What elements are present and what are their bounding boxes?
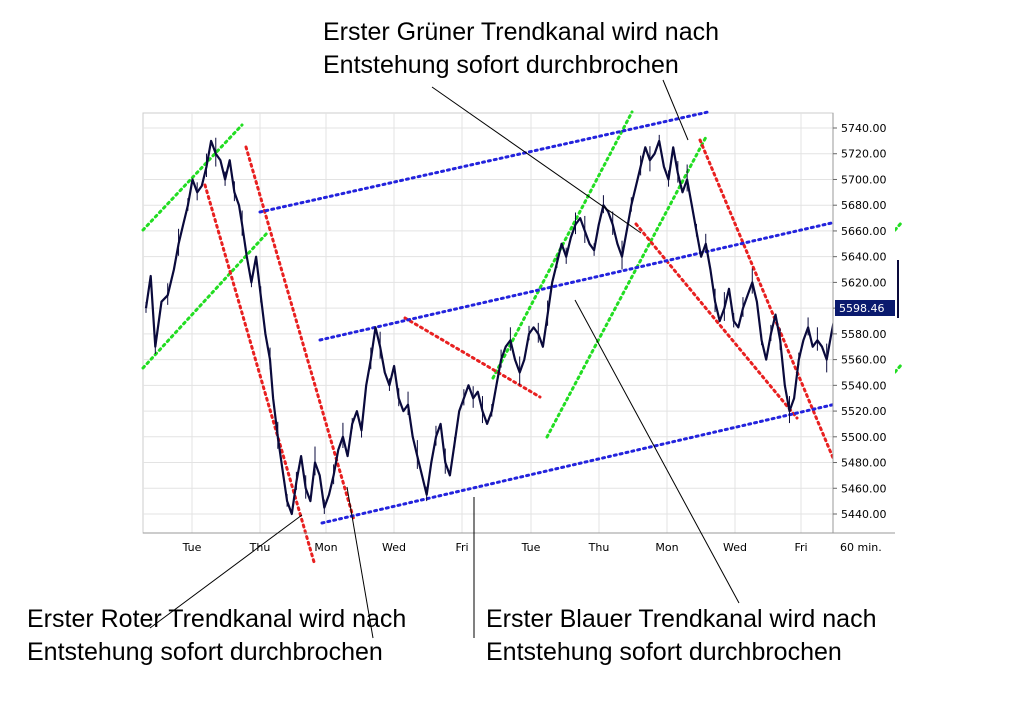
x-tick-label: Fri: [455, 541, 468, 554]
green-channel-annotation: Erster Grüner Trendkanal wird nach Entst…: [323, 16, 719, 82]
red-channel-annotation: Erster Roter Trendkanal wird nach Entste…: [27, 603, 406, 669]
y-tick-label: 5680.00: [841, 199, 887, 212]
x-tick-label: Fri: [794, 541, 807, 554]
blue-annotation-arrow: [574, 299, 740, 604]
red-channel-line: [698, 138, 838, 467]
red-annotation-arrow: [346, 486, 374, 639]
blue-channel-line: [320, 402, 838, 525]
annotation-arrows: [149, 79, 740, 639]
red-annotation-line-1: Erster Roter Trendkanal wird nach: [27, 605, 407, 633]
x-tick-label: Mon: [314, 541, 337, 554]
y-tick-label: 5620.00: [841, 276, 887, 289]
red-channel-line: [634, 222, 799, 420]
y-tick-label: 5740.00: [841, 122, 887, 135]
green-annotation-arrow: [431, 86, 642, 234]
green-channel-line: [893, 362, 904, 374]
plot-area: [142, 112, 834, 534]
blue-channel-annotation: Erster Blauer Trendkanal wird nach Entst…: [486, 603, 876, 669]
x-tick-label: Mon: [655, 541, 678, 554]
green-annotation-line-2: Entstehung sofort durchbrochen: [323, 51, 679, 79]
y-tick-label: 5520.00: [841, 405, 887, 418]
last-price-label: 5598.46: [839, 302, 885, 315]
blue-channel-line: [318, 220, 838, 342]
blue-channel-line: [258, 110, 710, 214]
red-channel-line: [403, 316, 542, 399]
x-tick-label: Tue: [521, 541, 541, 554]
interval-label: 60 min.: [840, 541, 882, 554]
x-tick-label: Wed: [723, 541, 747, 554]
y-tick-label: 5480.00: [841, 457, 887, 470]
green-channel-line: [545, 135, 708, 439]
y-axis-panel: [833, 113, 895, 533]
green-channel-line: [141, 123, 244, 232]
green-annotation-line-1: Erster Grüner Trendkanal wird nach: [323, 18, 720, 46]
x-axis-ticks: Tue Thu Mon Wed Fri Tue Thu Mon Wed Fri: [182, 541, 808, 554]
trend-channels: [141, 110, 904, 564]
y-tick-label: 5720.00: [841, 148, 887, 161]
y-tick-label: 5580.00: [841, 328, 887, 341]
y-tick-label: 5440.00: [841, 508, 887, 521]
green-annotation-arrow: [662, 79, 689, 141]
price-series: [144, 134, 838, 516]
last-price-badge: [835, 300, 895, 316]
y-tick-label: 5460.00: [841, 482, 887, 495]
y-tick-label: 5660.00: [841, 225, 887, 238]
y-tick-label: 5560.00: [841, 354, 887, 367]
red-annotation-line-2: Entstehung sofort durchbrochen: [27, 638, 383, 666]
x-tick-label: Thu: [588, 541, 610, 554]
y-tick-label: 5640.00: [841, 251, 887, 264]
green-channel-line: [893, 220, 904, 232]
red-channel-line: [203, 183, 316, 564]
y-tick-label: 5700.00: [841, 173, 887, 186]
blue-annotation-line-2: Entstehung sofort durchbrochen: [486, 638, 842, 666]
green-channel-line: [141, 230, 270, 370]
blue-annotation-line-1: Erster Blauer Trendkanal wird nach: [486, 605, 877, 633]
x-tick-label: Wed: [382, 541, 406, 554]
y-tick-label: 5540.00: [841, 379, 887, 392]
x-tick-label: Tue: [182, 541, 202, 554]
red-annotation-arrow: [149, 514, 303, 629]
y-tick-label: 5500.00: [841, 431, 887, 444]
